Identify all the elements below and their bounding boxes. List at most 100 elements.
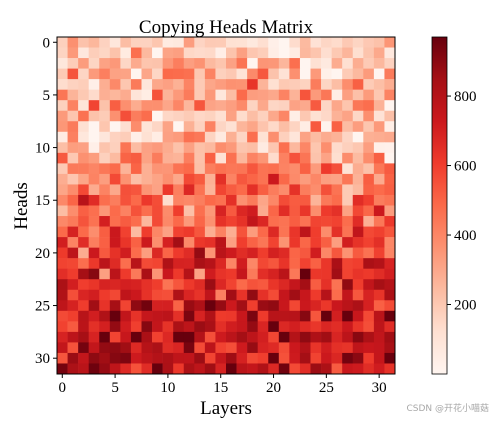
heatmap-cell [363,184,375,196]
heatmap-cell [204,89,216,101]
heatmap-cell [162,37,174,48]
heatmap-cell [289,121,301,133]
heatmap-cell [363,173,375,185]
heatmap-cell [289,331,301,343]
heatmap-cell [373,363,385,375]
heatmap-cell [247,100,258,112]
heatmap-cell [310,173,322,185]
heatmap-cell [99,331,111,343]
heatmap-cell [141,363,153,375]
heatmap-cell [173,68,185,80]
heatmap-cell [331,258,343,269]
heatmap-cell [88,79,100,90]
heatmap-cell [299,142,311,154]
heatmap-cell [268,268,280,280]
heatmap-cell [352,247,364,259]
heatmap-cell [257,47,269,59]
heatmap-cell [109,205,121,217]
heatmap-cell [247,247,258,259]
heatmap-cell [278,58,290,69]
heatmap-cell [204,237,216,248]
heatmap-cell [289,37,301,48]
heatmap-cell [363,152,375,164]
heatmap-cell [310,184,322,196]
heatmap-cell [342,321,354,333]
heatmap-cell [109,100,121,112]
heatmap-cell [352,289,364,301]
heatmap-cell [236,331,248,343]
heatmap-cell [236,110,248,122]
heatmap-cell [120,173,132,185]
heatmap-cell [342,247,354,259]
heatmap-cell [67,163,79,175]
heatmap-cell [373,184,385,196]
heatmap-cell [204,300,216,312]
heatmap-cell [247,342,258,354]
heatmap-cell [236,131,248,143]
heatmap-cell [194,331,206,343]
heatmap-cell [321,142,332,154]
heatmap-cell [173,47,185,59]
heatmap-cell [57,142,68,154]
heatmap-cell [99,226,111,238]
heatmap-cell [331,121,343,133]
heatmap-cell [183,310,195,322]
heatmap-cell [152,247,163,259]
heatmap-cell [342,279,354,291]
heatmap-cell [204,194,216,206]
heatmap-cell [236,58,248,69]
heatmap-cell [247,163,258,175]
heatmap-cell [67,100,79,112]
heatmap-cell [247,268,258,280]
heatmap-cell [226,268,237,280]
heatmap-cell [57,110,68,122]
heatmap-cell [78,58,89,69]
heatmap-cell [120,205,132,217]
heatmap-cell [99,247,111,259]
heatmap-cell [78,216,89,227]
heatmap-cell [183,100,195,112]
heatmap-cell [268,68,280,80]
heatmap-cell [299,121,311,133]
heatmap-cell [130,89,142,101]
heatmap-cell [162,58,174,69]
heatmap-cell [57,352,68,364]
heatmap-cell [162,163,174,175]
heatmap-cell [310,289,322,301]
heatmap-cell [120,79,132,90]
heatmap-cell [299,68,311,80]
heatmap-cell [299,58,311,69]
heatmap-cell [130,194,142,206]
heatmap-cell [141,142,153,154]
heatmap-cell [130,352,142,364]
heatmap-cell [162,184,174,196]
heatmap-cell [331,152,343,164]
heatmap-cell [363,363,375,375]
heatmap-cell [120,279,132,291]
heatmap-cell [152,89,163,101]
heatmap-cell [78,68,89,80]
heatmap-cell [257,142,269,154]
heatmap-cell [257,79,269,90]
heatmap-cell [310,321,322,333]
heatmap-cell [183,352,195,364]
heatmap-cell [162,216,174,227]
heatmap-cell [321,247,332,259]
heatmap-cell [120,37,132,48]
heatmap-cell [373,89,385,101]
heatmap-cell [268,194,280,206]
heatmap-cell [321,205,332,217]
heatmap-cell [310,47,322,59]
heatmap-cell [352,152,364,164]
heatmap-cell [289,173,301,185]
heatmap-cell [331,363,343,375]
heatmap-cell [226,194,237,206]
y-tick-label: 30 [35,351,50,367]
heatmap-cell [152,310,163,322]
heatmap-cell [342,163,354,175]
heatmap-cell [352,194,364,206]
heatmap-cell [215,89,227,101]
heatmap-cell [67,58,79,69]
heatmap-cell [289,268,301,280]
heatmap-cell [162,342,174,354]
